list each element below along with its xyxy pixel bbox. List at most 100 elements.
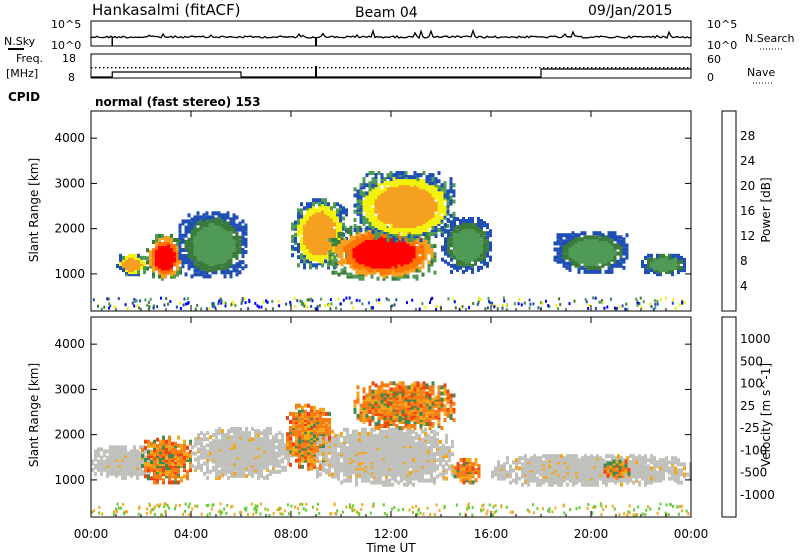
heatmap-cell (206, 466, 209, 470)
heatmap-cell (626, 308, 628, 311)
heatmap-cell (341, 269, 344, 273)
heatmap-cell (408, 175, 411, 179)
heatmap-cell (357, 200, 360, 204)
heatmap-cell (654, 306, 656, 309)
heatmap-cell (375, 193, 378, 197)
heatmap-cell (200, 215, 203, 219)
heatmap-cell (656, 272, 659, 276)
heatmap-cell (620, 235, 623, 239)
heatmap-cell (480, 258, 483, 262)
heatmap-cell (399, 171, 402, 175)
heatmap-cell (350, 248, 353, 252)
heatmap-cell (230, 232, 233, 236)
heatmap-cell (375, 210, 378, 214)
heatmap-cell (335, 271, 338, 275)
heatmap-cell (170, 238, 173, 242)
heatmap-cell (203, 270, 206, 274)
heatmap-cell (141, 454, 144, 458)
freq-point (375, 67, 376, 68)
freq-point (291, 67, 292, 68)
heatmap-cell (133, 445, 136, 449)
heatmap-cell (369, 181, 372, 185)
heatmap-cell (379, 301, 381, 304)
freq-point (395, 67, 396, 68)
heatmap-cell (180, 307, 182, 310)
heatmap-cell (245, 232, 248, 236)
heatmap-cell (395, 298, 397, 301)
heatmap-cell (209, 441, 212, 445)
heatmap-cell (289, 463, 292, 467)
heatmap-cell (414, 175, 417, 179)
heatmap-cell (179, 250, 182, 254)
heatmap-cell (680, 256, 683, 260)
freq-point (643, 67, 644, 68)
heatmap-cell (177, 480, 180, 484)
heatmap-cell (286, 416, 289, 420)
heatmap-cell (260, 474, 263, 478)
heatmap-cell (335, 238, 338, 242)
colorbar-tick-label: 8 (740, 254, 748, 268)
heatmap-cell (150, 460, 153, 464)
heatmap-cell (429, 189, 432, 193)
colorbar-tick-label: 20 (740, 179, 755, 193)
heatmap-cell (330, 206, 333, 210)
heatmap-cell (150, 298, 152, 301)
heatmap-cell (173, 256, 176, 260)
heatmap-cell (420, 179, 423, 183)
noise-right-label: N.Search (745, 32, 795, 45)
heatmap-cell (291, 227, 294, 231)
heatmap-cell (447, 262, 450, 266)
heatmap-cell (447, 189, 450, 193)
freq-point (387, 67, 388, 68)
heatmap-cell (128, 254, 131, 258)
heatmap-cell (209, 215, 212, 219)
heatmap-cell (218, 476, 221, 480)
heatmap-cell (486, 223, 489, 227)
heatmap-cell (312, 202, 315, 206)
heatmap-cell (447, 219, 450, 223)
heatmap-cell (245, 250, 248, 254)
heatmap-cell (657, 303, 659, 306)
heatmap-cell (144, 440, 147, 444)
heatmap-cell (221, 266, 224, 270)
heatmap-cell (333, 202, 336, 206)
heatmap-cell (361, 302, 363, 305)
heatmap-cell (423, 179, 426, 183)
heatmap-cell (459, 266, 462, 270)
heatmap-cell (307, 467, 310, 471)
heatmap-cell (176, 262, 179, 266)
heatmap-cell (338, 232, 341, 236)
freq-point (311, 67, 312, 68)
heatmap-cell (450, 264, 453, 268)
heatmap-cell (377, 277, 380, 281)
heatmap-cell (347, 246, 350, 250)
heatmap-cell (438, 191, 441, 195)
beam-title: Beam 04 (355, 5, 418, 21)
heatmap-cell (185, 226, 188, 230)
heatmap-cell (611, 264, 614, 268)
heatmap-cell (584, 239, 587, 243)
freq-point (531, 67, 532, 68)
heatmap-cell (423, 228, 426, 232)
heatmap-cell (349, 297, 351, 300)
heatmap-cell (321, 204, 324, 208)
heatmap-cell (429, 185, 432, 189)
heatmap-cell (248, 468, 251, 472)
noise-trace (91, 31, 691, 46)
heatmap-cell (261, 306, 263, 309)
freq-point (519, 67, 520, 68)
heatmap-cell (239, 240, 242, 244)
heatmap-cell (387, 181, 390, 185)
heatmap-cell (569, 262, 572, 266)
heatmap-cell (242, 219, 245, 223)
heatmap-cell (357, 189, 360, 193)
heatmap-cell (402, 171, 405, 175)
heatmap-cell (266, 441, 269, 445)
heatmap-cell (209, 452, 212, 456)
heatmap-cell (150, 442, 153, 446)
heatmap-cell (194, 262, 197, 266)
heatmap-cell (122, 268, 125, 272)
heatmap-cell (206, 443, 209, 447)
